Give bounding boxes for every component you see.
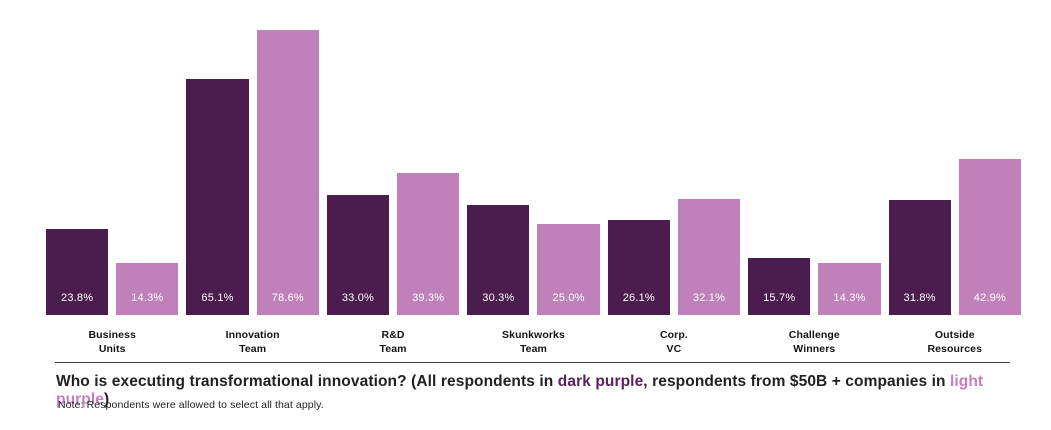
bar-chart: 23.8% 14.3% Business Units 65.1% 78.6% Innovat… <box>46 25 1021 356</box>
category-label: Business Units <box>88 329 136 356</box>
bar-value-label: 39.3% <box>412 292 445 304</box>
category-group: 33.0% 39.3% R&D Team <box>326 25 460 356</box>
caption-segment: ) <box>103 391 110 408</box>
category-label: Corp. VC <box>659 329 688 356</box>
bar-value-label: 30.3% <box>482 292 515 304</box>
bar-50b-companies: 14.3% <box>116 263 179 315</box>
category-group: 65.1% 78.6% Innovation Team <box>186 25 319 356</box>
bar-value-label: 15.7% <box>763 292 796 304</box>
bar-value-label: 32.1% <box>692 292 726 304</box>
bar-value-label: 65.1% <box>201 292 234 304</box>
category-label: R&D Team <box>379 329 407 356</box>
category-group: 26.1% 32.1% Corp. VC <box>607 25 741 356</box>
bar-value-label: 14.3% <box>833 292 866 304</box>
bar-all-respondents: 33.0% <box>326 195 390 315</box>
bar-50b-companies: 32.1% <box>677 199 741 315</box>
note-text: Note: Respondents were allowed to select… <box>58 399 324 411</box>
bar-50b-companies: 39.3% <box>397 173 460 315</box>
category-label: Outside Resources <box>927 329 983 356</box>
bar-50b-companies: 42.9% <box>958 159 1021 315</box>
caption-segment: dark purple <box>557 373 644 390</box>
bar-value-label: 25.0% <box>552 292 585 304</box>
caption-segment: Who is executing transformational innova… <box>56 373 558 390</box>
bar-50b-companies: 14.3% <box>818 263 881 315</box>
caption: Who is executing transformational innova… <box>56 373 1016 409</box>
category-group: 15.7% 14.3% Challenge Winners <box>748 25 881 356</box>
bar-all-respondents: 15.7% <box>748 258 811 315</box>
bar-all-respondents: 65.1% <box>186 79 249 315</box>
bar-value-label: 31.8% <box>903 292 936 304</box>
bar-value-label: 14.3% <box>131 292 164 304</box>
bar-50b-companies: 78.6% <box>256 30 319 315</box>
caption-segment: light purple <box>56 373 984 408</box>
bar-50b-companies: 25.0% <box>537 224 600 315</box>
divider-rule <box>55 362 1010 363</box>
category-label: Innovation Team <box>225 329 280 356</box>
bar-value-label: 78.6% <box>271 292 304 304</box>
category-group: 31.8% 42.9% Outside Resources <box>888 25 1021 356</box>
caption-segment: , respondents from $50B + companies in <box>643 373 950 390</box>
bar-all-respondents: 26.1% <box>607 220 670 315</box>
category-group: 23.8% 14.3% Business Units <box>46 25 179 356</box>
category-label: Skunkworks Team <box>502 329 565 356</box>
bar-all-respondents: 23.8% <box>46 229 109 315</box>
bar-value-label: 42.9% <box>973 292 1006 304</box>
bar-all-respondents: 30.3% <box>467 205 530 315</box>
category-group: 30.3% 25.0% Skunkworks Team <box>467 25 600 356</box>
bar-value-label: 33.0% <box>341 292 375 304</box>
bar-value-label: 23.8% <box>61 292 94 304</box>
bar-value-label: 26.1% <box>622 292 655 304</box>
bar-all-respondents: 31.8% <box>888 200 951 315</box>
category-label: Challenge Winners <box>788 329 840 356</box>
